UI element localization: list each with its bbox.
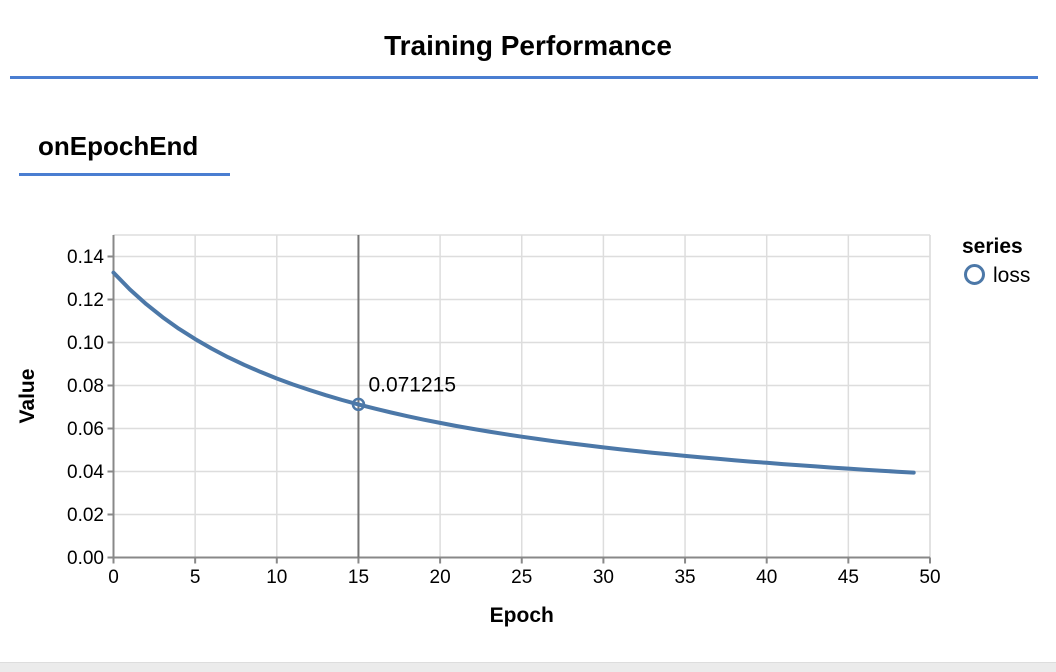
- loss-line-chart[interactable]: 0 5 10 15 20 25 30 35 40 45 50 0.00 0.02 0.04 0.06 0.08…: [0, 0, 1056, 650]
- x-tick-label: 50: [919, 567, 940, 588]
- x-tick-label: 20: [430, 567, 451, 588]
- x-tick-label: 5: [190, 567, 201, 588]
- hover-point-marker: [351, 397, 366, 412]
- x-tick-label: 25: [511, 567, 532, 588]
- loss-series-line: [111, 270, 916, 475]
- bottom-edge-strip: [0, 662, 1056, 672]
- y-tick-label: 0.08: [67, 376, 104, 397]
- y-tick-label: 0.06: [67, 419, 104, 440]
- title-divider-rule: [10, 76, 1038, 79]
- x-tick-label: 45: [838, 567, 859, 588]
- section-title: onEpochEnd: [38, 131, 199, 161]
- x-axis-title: Epoch: [490, 604, 554, 627]
- legend-entry-label: loss: [993, 264, 1030, 287]
- x-tick-label: 15: [348, 567, 369, 588]
- section-divider-rule: [19, 173, 230, 176]
- legend-symbol-circle-icon: [964, 264, 985, 285]
- y-tick-label: 0.02: [67, 505, 104, 526]
- plot-area[interactable]: [114, 235, 931, 558]
- y-tick-label: 0.14: [67, 247, 104, 268]
- y-tick-label: 0.10: [67, 333, 104, 354]
- page-title: Training Performance: [384, 30, 672, 61]
- y-axis-title: Value: [16, 369, 39, 424]
- legend-title: series: [962, 235, 1023, 258]
- y-tick-label: 0.00: [67, 548, 104, 569]
- x-tick-label: 30: [593, 567, 614, 588]
- y-tick-label: 0.12: [67, 290, 104, 311]
- x-tick-label: 40: [756, 567, 777, 588]
- x-tick-label: 10: [266, 567, 287, 588]
- x-tick-label: 0: [108, 567, 119, 588]
- y-tick-label: 0.04: [67, 462, 104, 483]
- x-tick-label: 35: [674, 567, 695, 588]
- hover-value-label: 0.071215: [368, 373, 456, 396]
